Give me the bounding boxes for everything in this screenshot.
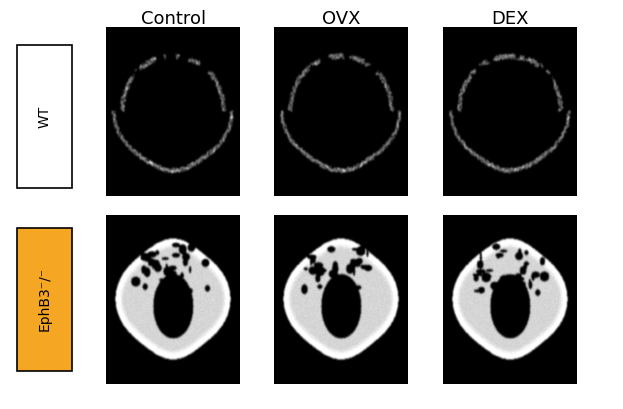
Text: WT: WT [38,106,52,128]
Text: DEX: DEX [491,10,528,28]
Bar [442,27,576,196]
FancyBboxPatch shape [17,228,72,371]
Bar [275,27,409,196]
Bar [107,215,240,384]
Bar [442,215,576,384]
Bar [275,215,409,384]
FancyBboxPatch shape [17,45,72,188]
Text: EphB3⁻/⁻: EphB3⁻/⁻ [38,267,52,331]
Text: Control: Control [141,10,206,28]
Bar [107,27,240,196]
Text: OVX: OVX [322,10,361,28]
Bar [450,43,571,140]
Bar [456,238,566,337]
Bar [295,231,388,330]
Bar [292,40,389,137]
